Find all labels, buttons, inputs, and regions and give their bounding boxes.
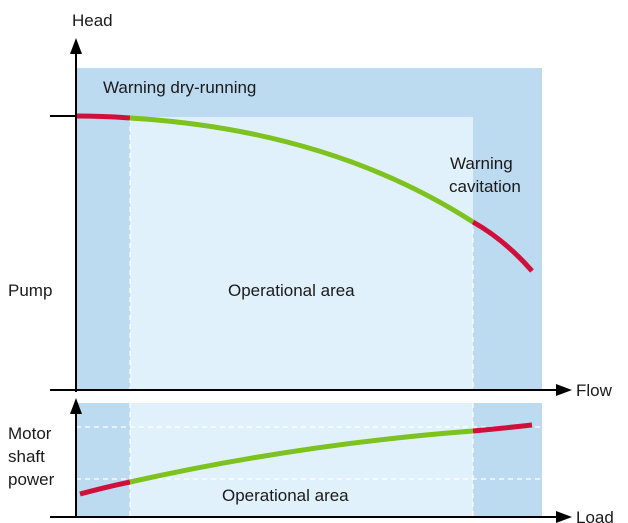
load-axis-label: Load	[576, 508, 614, 523]
warning-cavitation-label-line1: Warning	[450, 154, 513, 173]
operational-area-top-label: Operational area	[228, 281, 355, 300]
head-axis-arrow	[70, 38, 82, 54]
motor-label-line3: power	[8, 470, 55, 489]
head-axis-label: Head	[72, 11, 113, 30]
flow-axis-label: Flow	[576, 381, 613, 400]
flow-axis-arrow	[556, 384, 572, 396]
operational-zone-top	[130, 117, 473, 390]
head-curve-dry-warning	[76, 116, 130, 118]
motor-label-line2: shaft	[8, 447, 45, 466]
warning-cavitation-label-line2: cavitation	[449, 177, 521, 196]
pump-label: Pump	[8, 281, 52, 300]
operational-area-bottom-label: Operational area	[222, 486, 349, 505]
motor-label-line1: Motor	[8, 424, 52, 443]
load-axis-arrow	[556, 511, 572, 523]
warning-dry-running-label: Warning dry-running	[103, 78, 256, 97]
